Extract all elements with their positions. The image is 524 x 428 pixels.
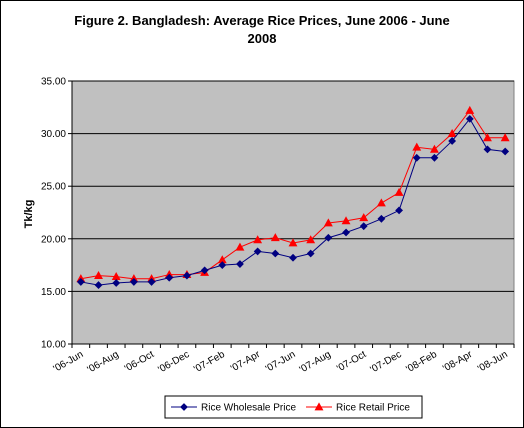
wholesale-point	[129, 278, 138, 286]
legend: Rice Wholesale Price Rice Retail Price	[164, 395, 423, 419]
legend-box	[164, 395, 423, 419]
retail-point	[376, 198, 386, 207]
retail-point	[429, 144, 439, 153]
legend-marker-diamond	[180, 403, 188, 411]
y-tick-label: 20.00	[41, 234, 66, 245]
y-axis-label: Tk/kg	[23, 200, 35, 229]
retail-point	[288, 238, 298, 247]
wholesale-point	[306, 249, 315, 258]
wholesale-point	[324, 233, 333, 242]
retail-point	[447, 128, 457, 137]
y-tick-label: 15.00	[41, 287, 66, 298]
wholesale-point	[253, 247, 262, 256]
retail-point	[235, 242, 245, 251]
wholesale-point	[501, 147, 510, 156]
wholesale-point	[430, 153, 439, 162]
retail-point	[483, 133, 492, 142]
retail-point	[394, 187, 404, 196]
wholesale-point	[112, 279, 121, 287]
y-tick-label: 10.00	[41, 340, 66, 351]
retail-point	[94, 270, 103, 279]
retail-point	[253, 235, 263, 244]
retail-point	[323, 218, 333, 227]
wholesale-point	[377, 214, 386, 223]
legend-label-retail: Rice Retail Price	[336, 403, 410, 414]
wholesale-point	[147, 278, 156, 286]
wholesale-point	[289, 253, 297, 262]
retail-point	[359, 213, 369, 222]
wholesale-point	[465, 114, 474, 123]
y-tick-label: 35.00	[41, 77, 66, 88]
chart-title-line1: Figure 2. Bangladesh: Average Rice Price…	[74, 13, 449, 28]
wholesale-point	[395, 206, 403, 215]
retail-point	[306, 235, 316, 244]
legend-label-wholesale: Rice Wholesale Price	[201, 403, 296, 414]
wholesale-point	[359, 222, 368, 231]
retail-point	[500, 133, 510, 142]
legend-marker-triangle	[314, 402, 324, 411]
wholesale-point	[483, 145, 492, 154]
y-tick-label: 25.00	[41, 182, 66, 193]
wholesale-point	[342, 228, 350, 237]
wholesale-point	[183, 271, 191, 280]
wholesale-point	[271, 249, 280, 258]
wholesale-point	[200, 266, 209, 275]
wholesale-point	[448, 137, 457, 145]
retail-point	[465, 105, 475, 114]
wholesale-point	[412, 153, 421, 162]
wholesale-point	[76, 278, 85, 286]
retail-point	[270, 233, 280, 242]
plot-background	[71, 80, 515, 345]
retail-point	[412, 142, 422, 151]
retail-point	[341, 216, 351, 225]
wholesale-point	[165, 273, 174, 282]
wholesale-point	[218, 261, 227, 270]
wholesale-point	[236, 260, 244, 268]
y-tick-label: 30.00	[41, 129, 66, 140]
wholesale-point	[94, 281, 103, 289]
chart-title-line2: 2008	[248, 31, 277, 46]
